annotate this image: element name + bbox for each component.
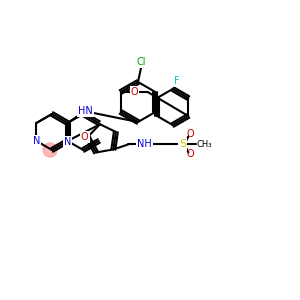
Text: O: O	[131, 87, 139, 97]
Text: O: O	[187, 149, 194, 159]
Text: N: N	[64, 137, 71, 147]
Text: N: N	[33, 136, 40, 146]
Text: CH₃: CH₃	[196, 140, 212, 149]
Circle shape	[43, 143, 57, 157]
Text: HN: HN	[78, 106, 93, 116]
Text: F: F	[174, 76, 179, 86]
Text: O: O	[187, 129, 194, 140]
Text: NH: NH	[137, 140, 152, 149]
Text: Cl: Cl	[136, 57, 146, 67]
Text: O: O	[81, 132, 88, 142]
Text: S: S	[179, 140, 186, 149]
